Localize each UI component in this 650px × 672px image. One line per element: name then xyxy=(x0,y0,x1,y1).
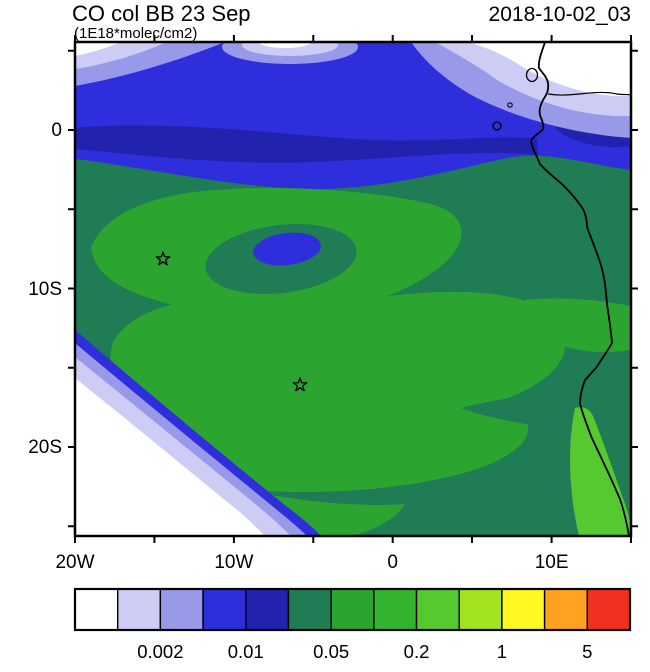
colorbar-label-1: 1 xyxy=(497,641,507,662)
y-axis-labels: 0 10S 20S xyxy=(28,120,62,458)
colorbar-cell-10 xyxy=(458,588,503,631)
colorbar-cell-13 xyxy=(586,588,631,631)
contour-ne-white-min xyxy=(467,42,631,97)
colorbar-cell-1 xyxy=(74,588,119,631)
colorbar-frame xyxy=(73,587,632,632)
island-principe xyxy=(507,102,513,108)
island-bioko xyxy=(525,67,539,83)
country-border-line xyxy=(547,91,631,96)
contour-topcentre-white xyxy=(259,42,311,48)
y-tick-label-20s: 20S xyxy=(28,437,62,458)
contour-eddy-blue-core xyxy=(253,232,321,266)
contour-plume-right-arm xyxy=(525,298,631,353)
contour-navy-streak xyxy=(75,125,538,163)
colorbar-cell-2 xyxy=(116,588,162,631)
axis-ticks xyxy=(68,35,638,543)
island-sao-tome xyxy=(492,121,502,131)
colorbar-cell-3 xyxy=(159,588,204,631)
coastline xyxy=(530,42,630,536)
contour-central-plume xyxy=(107,291,566,492)
colorbar-labels: 0.002 0.01 0.05 0.2 1 5 xyxy=(137,641,592,662)
x-tick-label-20w: 20W xyxy=(55,552,94,573)
colorbar-label-0002: 0.002 xyxy=(137,641,183,662)
y-tick-label-10s: 10S xyxy=(28,279,62,300)
colorbar-cell-4 xyxy=(202,588,247,631)
colorbar-cell-7 xyxy=(330,588,375,631)
colorbar-cell-5 xyxy=(245,588,290,631)
plot-datetime: 2018-10-02_03 xyxy=(489,3,631,26)
x-tick-label-10e: 10E xyxy=(535,552,569,573)
x-tick-label-10w: 10W xyxy=(214,552,253,573)
contour-topleft-white xyxy=(75,42,121,56)
x-axis-labels: 20W 10W 0 10E xyxy=(55,552,568,573)
contour-sw-white-min xyxy=(75,378,265,536)
contour-coastal-high-strip xyxy=(570,407,631,536)
map-field xyxy=(75,42,631,536)
plot-units: (1E18*molec/cm2) xyxy=(74,25,197,42)
colorbar-cell-6 xyxy=(287,588,332,631)
x-tick-label-0: 0 xyxy=(387,552,398,573)
colorbar-cell-8 xyxy=(373,588,418,631)
colorbar xyxy=(73,587,632,632)
colorbar-label-001: 0.01 xyxy=(228,641,264,662)
colorbar-label-005: 0.05 xyxy=(313,641,349,662)
colorbar-label-02: 0.2 xyxy=(404,641,430,662)
plot-title: CO col BB 23 Sep xyxy=(72,1,251,26)
colorbar-cell-12 xyxy=(543,588,589,631)
y-tick-label-0: 0 xyxy=(51,120,62,141)
colorbar-cell-11 xyxy=(501,588,546,631)
star-marker-2 xyxy=(292,377,308,392)
colorbar-label-5: 5 xyxy=(582,641,592,662)
colorbar-cell-9 xyxy=(415,588,460,631)
star-marker-1 xyxy=(155,251,171,266)
